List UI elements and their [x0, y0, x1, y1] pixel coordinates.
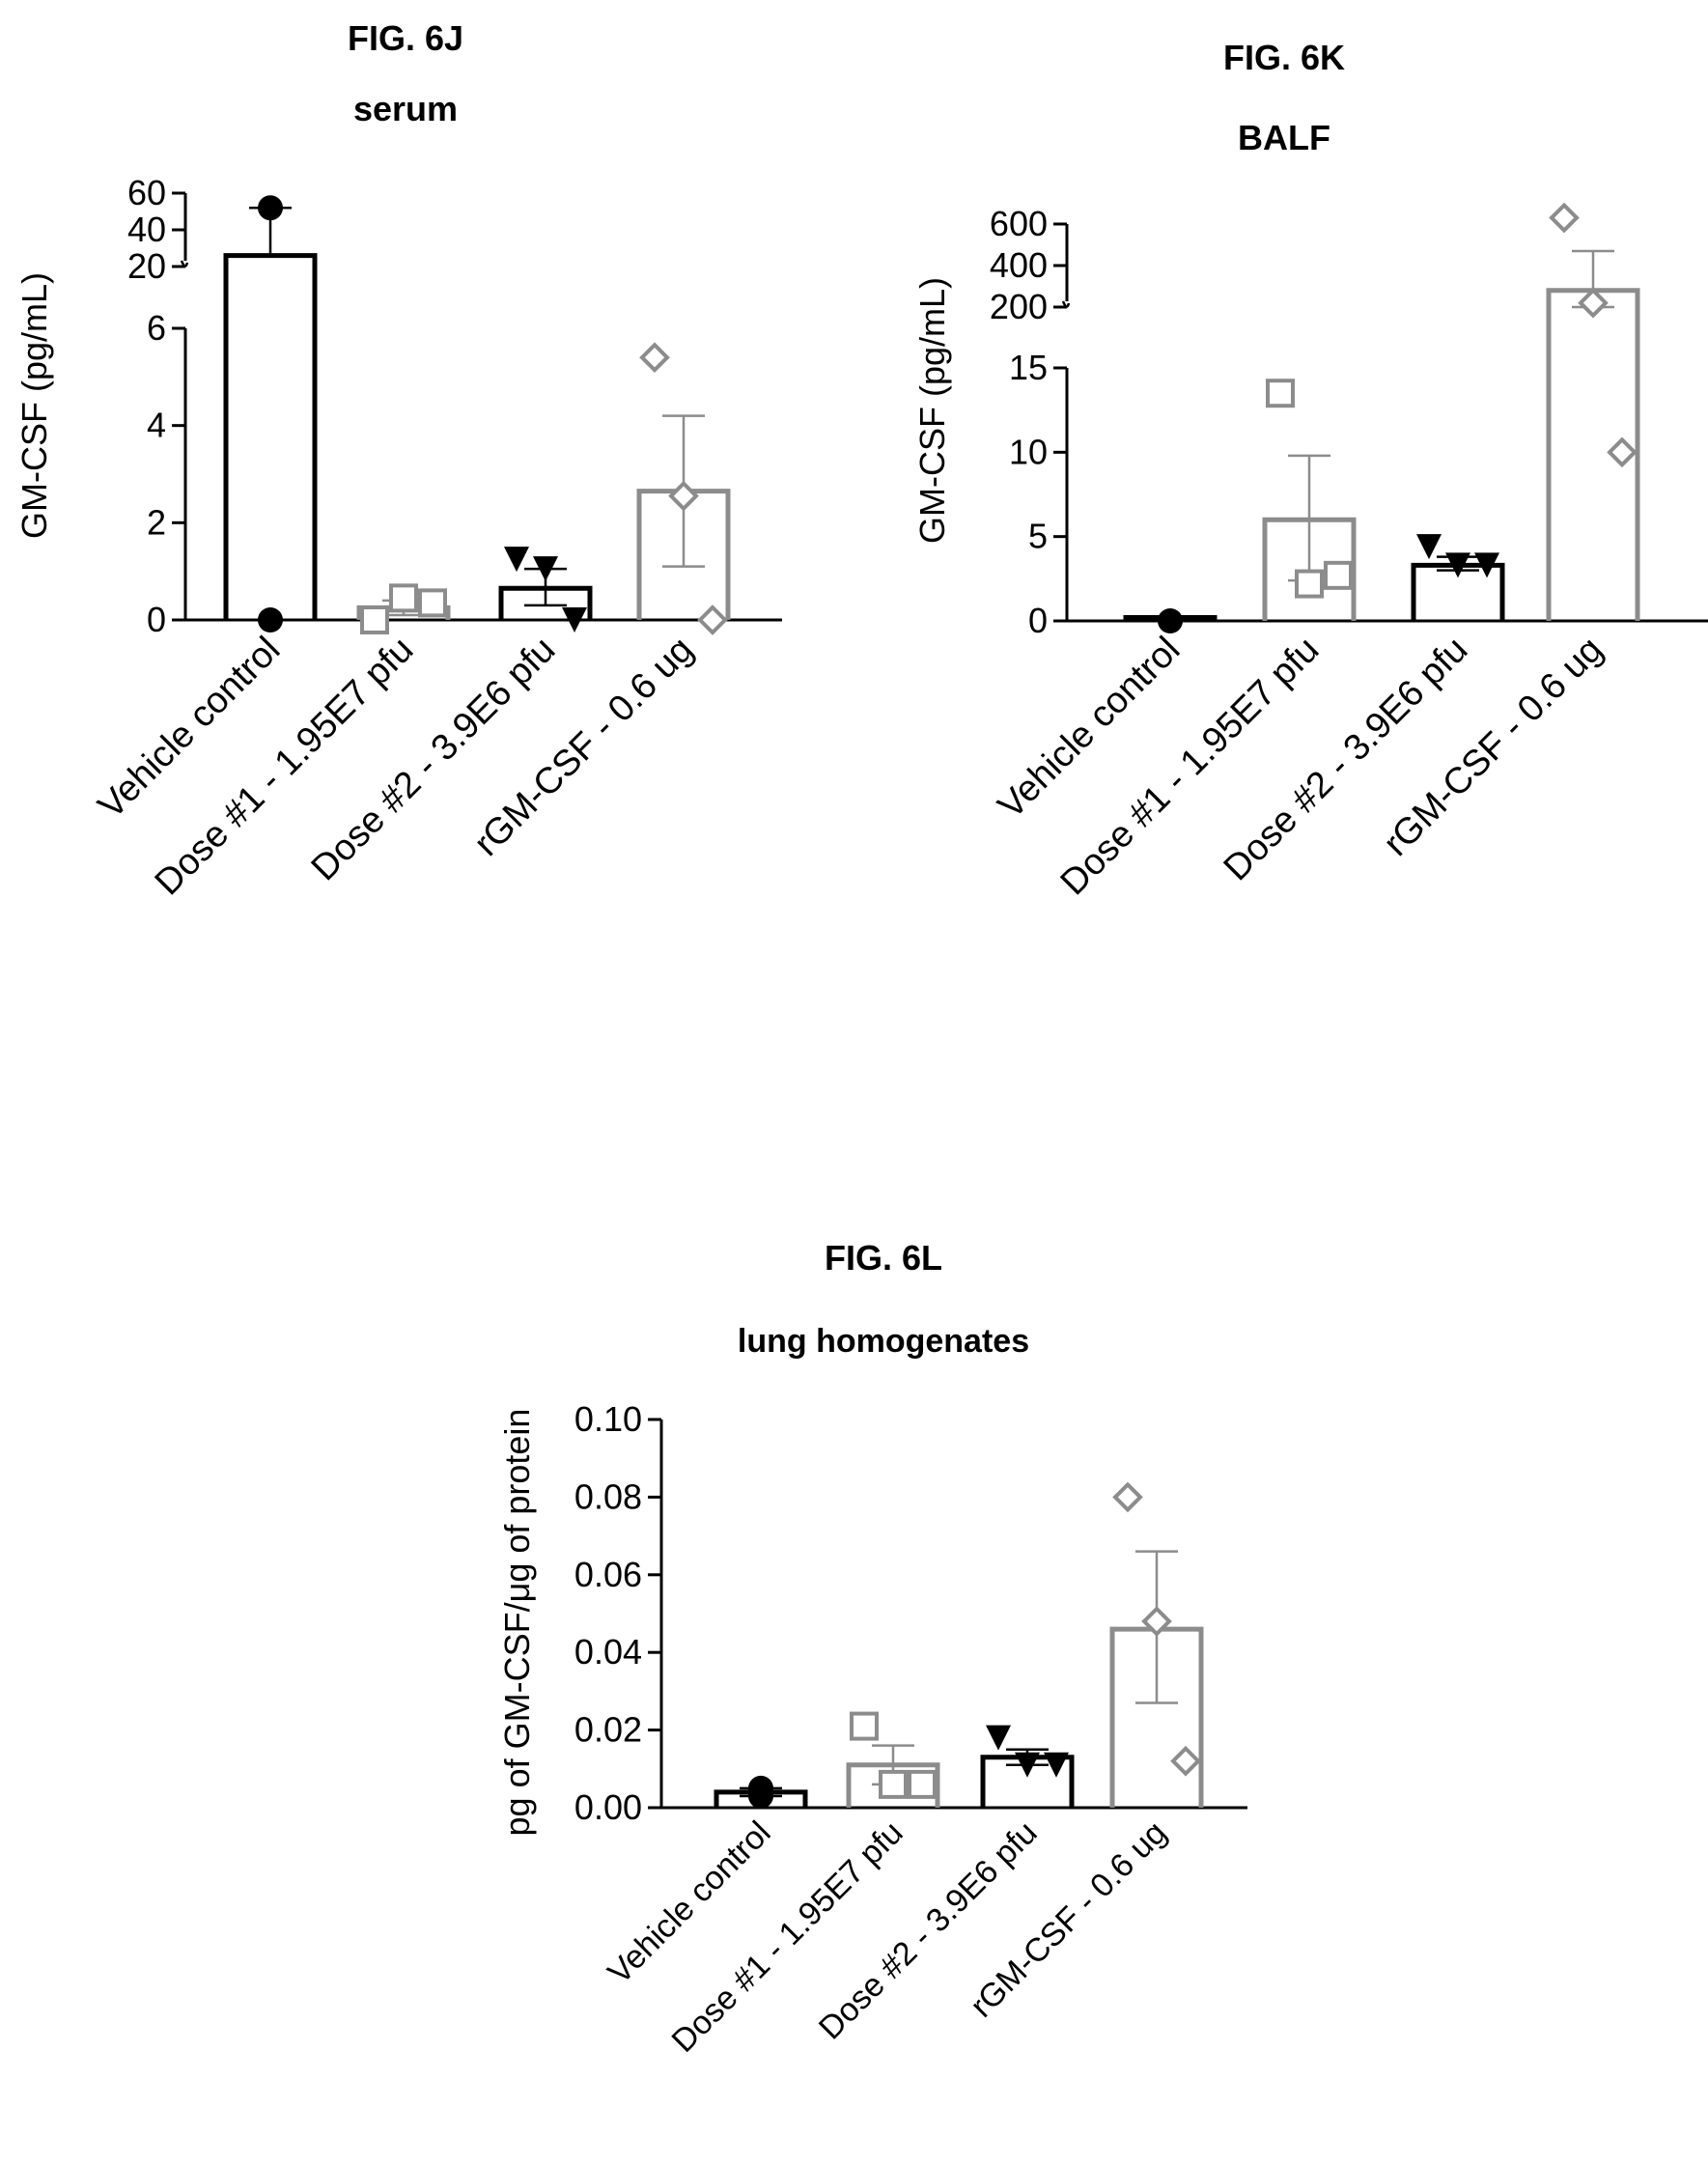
data-point — [1607, 436, 1638, 468]
data-point — [1170, 1745, 1201, 1777]
data-point — [1416, 534, 1442, 560]
data-point — [1324, 560, 1353, 590]
y-tick-label: 0 — [1028, 601, 1048, 640]
data-point — [533, 556, 558, 582]
x-tick-label: Dose #2 - 3.9E6 pfu — [1217, 630, 1476, 889]
data-point — [1549, 202, 1580, 234]
data-point — [1474, 552, 1499, 578]
data-point — [1044, 1752, 1069, 1778]
y-axis-label: GM-CSF (pg/mL) — [14, 272, 54, 539]
chart-3: FIG. 6L lung homogenates 0.00 0.02 0.04 0.06 0… — [497, 1238, 1247, 2060]
y-tick-label: 2 — [147, 502, 166, 542]
data-point — [1266, 379, 1295, 408]
chart-title: serum — [353, 89, 458, 128]
x-tick-label: Dose #2 - 3.9E6 pfu — [812, 1814, 1045, 2047]
data-point — [258, 607, 283, 632]
bar — [223, 253, 318, 620]
y-tick-label: 0.04 — [574, 1632, 642, 1672]
data-point — [1445, 552, 1470, 578]
x-tick-label: Dose #1 - 1.95E7 pfu — [665, 1814, 910, 2060]
y-tick-label: 0.02 — [574, 1710, 642, 1750]
data-point — [697, 604, 728, 635]
y-tick-label: 6 — [147, 308, 166, 348]
data-point — [879, 1769, 908, 1799]
x-tick-label: Dose #1 - 1.95E7 pfu — [148, 630, 422, 904]
data-point — [986, 1725, 1011, 1751]
data-point — [504, 547, 529, 573]
data-point — [1015, 1752, 1040, 1778]
figure-label: FIG. 6L — [825, 1238, 942, 1278]
y-tick-label: 600 — [990, 204, 1048, 243]
y-tick-label: 15 — [1009, 348, 1048, 387]
data-point — [668, 480, 699, 512]
data-point — [562, 607, 587, 632]
y-tick-label: 200 — [990, 287, 1048, 326]
y-tick-label: 40 — [127, 210, 166, 249]
x-tick-label: Dose #1 - 1.95E7 pfu — [1053, 630, 1328, 904]
y-tick-label: 20 — [127, 246, 166, 286]
data-point — [1158, 608, 1183, 633]
data-point — [639, 342, 670, 374]
y-tick-label: 60 — [127, 173, 166, 212]
data-point — [360, 605, 389, 634]
y-tick-label: 0.10 — [574, 1399, 642, 1439]
data-point — [258, 195, 283, 221]
y-tick-label: 0.06 — [574, 1555, 642, 1594]
y-axis-label: GM-CSF (pg/mL) — [912, 277, 952, 544]
data-point — [1295, 569, 1324, 599]
figure-label: FIG. 6J — [348, 18, 463, 58]
x-tick-label: Dose #2 - 3.9E6 pfu — [304, 630, 564, 889]
data-point — [1578, 287, 1609, 319]
chart-title: lung homogenates — [738, 1323, 1029, 1360]
data-point — [908, 1769, 937, 1799]
y-tick-label: 0 — [147, 600, 166, 639]
y-tick-label: 0.00 — [574, 1787, 642, 1827]
y-tick-label: 10 — [1009, 432, 1048, 471]
y-axis-label: pg of GM-CSF/μg of protein — [497, 1409, 537, 1837]
data-point — [1141, 1606, 1172, 1637]
y-tick-label: 0.08 — [574, 1476, 642, 1516]
y-tick-label: 4 — [147, 406, 166, 445]
chart-title: BALF — [1238, 118, 1330, 157]
figure-label: FIG. 6K — [1223, 38, 1345, 77]
data-point — [389, 583, 418, 613]
data-point — [418, 588, 447, 618]
y-tick-label: 5 — [1028, 517, 1048, 556]
data-point — [748, 1775, 773, 1801]
data-point — [850, 1711, 879, 1741]
data-point — [1112, 1481, 1143, 1513]
y-tick-label: 400 — [990, 245, 1048, 285]
